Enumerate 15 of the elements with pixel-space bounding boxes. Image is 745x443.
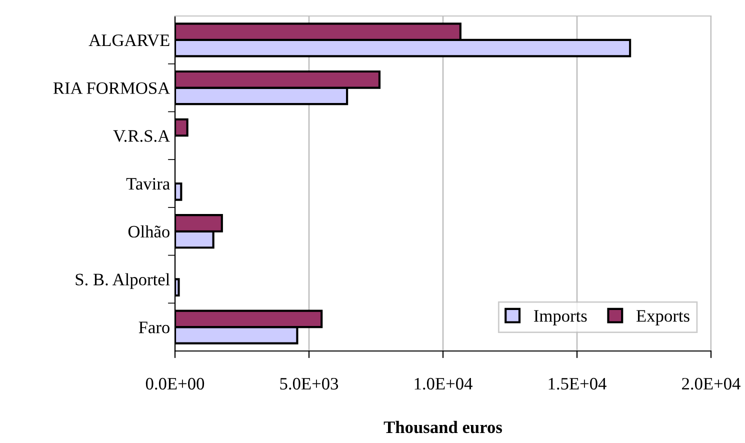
legend-label: Imports — [534, 310, 587, 326]
y-tick-label: ALGARVE — [88, 34, 170, 46]
x-tick-label: 2.0E+04 — [682, 378, 740, 390]
y-tick-label: Olhão — [128, 225, 170, 238]
x-tick-label: 5.0E+03 — [280, 378, 338, 390]
y-tick-label: Tavira — [126, 178, 170, 190]
y-tick-label: RIA FORMOSA — [53, 82, 170, 94]
x-tick-label: 1.5E+04 — [548, 378, 606, 390]
y-tick-label: Faro — [138, 322, 170, 334]
x-tick-label: 1.0E+04 — [414, 378, 472, 390]
legend-label: Exports — [636, 310, 690, 326]
y-tick-label: V.R.S.A — [113, 130, 170, 142]
x-tick-label: 0.0E+00 — [146, 378, 204, 390]
y-tick-label: S. B. Alportel — [76, 273, 170, 289]
x-axis-title: Thousand euros — [384, 420, 502, 434]
